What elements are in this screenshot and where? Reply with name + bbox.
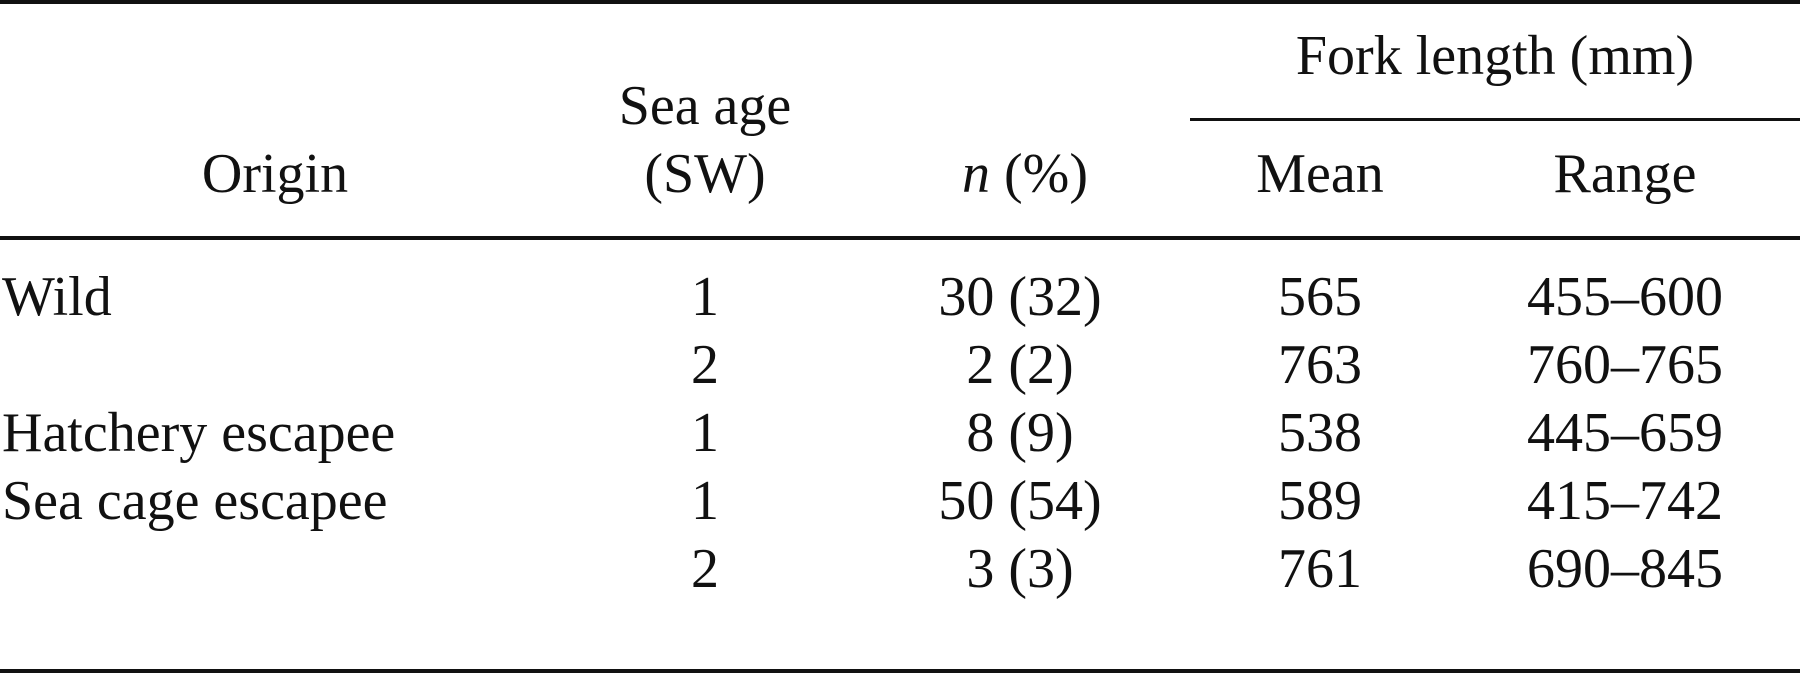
cell-n: 2 (2) <box>966 334 1074 396</box>
cell-sea-age: 2 <box>691 538 719 600</box>
cell-n: 50 (54) <box>938 470 1102 532</box>
fork-length-spanner-rule <box>1190 118 1800 121</box>
cell-sea-age: 1 <box>691 470 719 532</box>
cell-n: 8 (9) <box>966 402 1074 464</box>
cell-range: 690–845 <box>1527 538 1723 600</box>
table-row: 2 2 (2) 763 760–765 <box>0 333 1800 401</box>
cell-sea-age: 1 <box>691 402 719 464</box>
table-body: Wild 1 30 (32) 565 455–600 2 2 (2) 763 7… <box>0 265 1800 605</box>
header-n: n (%) <box>860 142 1190 206</box>
cell-sea-age: 1 <box>691 266 719 328</box>
cell-origin: Wild <box>2 266 112 328</box>
cell-mean: 565 <box>1278 266 1362 328</box>
cell-origin: Hatchery escapee <box>2 402 396 464</box>
table-row: 2 3 (3) 761 690–845 <box>0 537 1800 605</box>
table-row: Wild 1 30 (32) 565 455–600 <box>0 265 1800 333</box>
header-mean: Mean <box>1256 143 1384 205</box>
cell-n: 30 (32) <box>938 266 1102 328</box>
cell-range: 415–742 <box>1527 470 1723 532</box>
cell-mean: 763 <box>1278 334 1362 396</box>
header-sea-age-unit: (SW) <box>644 143 766 205</box>
table-row: Sea cage escapee 1 50 (54) 589 415–742 <box>0 469 1800 537</box>
table-row: Hatchery escapee 1 8 (9) 538 445–659 <box>0 401 1800 469</box>
cell-sea-age: 2 <box>691 334 719 396</box>
header-bottom-rule <box>0 236 1800 240</box>
header-n-percent: (%) <box>990 143 1088 205</box>
cell-mean: 589 <box>1278 470 1362 532</box>
cell-origin: Sea cage escapee <box>2 470 388 532</box>
header-origin: Origin <box>201 143 349 205</box>
header-sea-age: Sea age <box>618 75 792 137</box>
cell-range: 760–765 <box>1527 334 1723 396</box>
header-range: Range <box>1553 143 1697 205</box>
cell-range: 455–600 <box>1527 266 1723 328</box>
table-top-rule <box>0 0 1800 4</box>
table-bottom-rule <box>0 669 1800 673</box>
cell-range: 445–659 <box>1527 402 1723 464</box>
cell-mean: 761 <box>1278 538 1362 600</box>
cell-n: 3 (3) <box>966 538 1074 600</box>
header-n-symbol: n <box>962 143 991 205</box>
header-fork-length: Fork length (mm) <box>1295 25 1695 87</box>
cell-mean: 538 <box>1278 402 1362 464</box>
